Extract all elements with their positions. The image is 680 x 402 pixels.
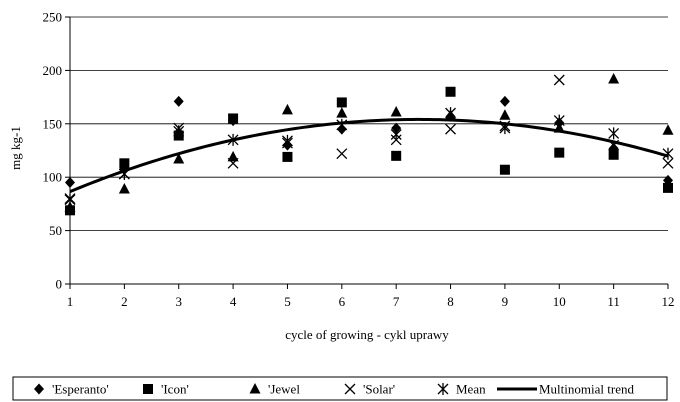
- data-point: [662, 147, 674, 160]
- data-points: [64, 72, 674, 216]
- data-point: [445, 86, 456, 97]
- data-point: [173, 95, 184, 107]
- data-point: [119, 158, 130, 169]
- legend-marker: [143, 384, 153, 394]
- legend-label: 'Jewel: [268, 382, 300, 397]
- x-tick-labels: 1 2 3 4 5 6 7 8 9 10 11 12: [67, 294, 675, 309]
- data-point: [336, 97, 347, 108]
- y-tick-label: 150: [43, 116, 63, 131]
- x-tick-label: 4: [230, 294, 237, 309]
- x-tick-label: 1: [67, 294, 74, 309]
- data-point: [227, 133, 239, 146]
- y-tick-label: 50: [49, 223, 62, 238]
- data-point: [282, 151, 293, 162]
- data-point: [390, 106, 402, 117]
- legend-label: Mean: [456, 382, 486, 397]
- x-tick-label: 9: [502, 294, 509, 309]
- x-tick-label: 12: [662, 294, 675, 309]
- legend-box: [12, 376, 668, 401]
- legend-marker: [437, 383, 449, 395]
- data-point: [390, 128, 402, 141]
- x-tick-label: 6: [339, 294, 346, 309]
- data-point: [553, 114, 565, 127]
- legend-label: 'Esperanto': [52, 382, 109, 397]
- data-point: [336, 118, 348, 131]
- data-point: [553, 122, 565, 133]
- data-point: [173, 125, 185, 138]
- data-point: [281, 134, 293, 147]
- data-point: [499, 109, 511, 120]
- series-1: [65, 86, 673, 216]
- legend-label: 'Solar': [363, 382, 395, 397]
- data-point: [65, 177, 75, 189]
- axes: [65, 16, 669, 289]
- data-point: [663, 182, 673, 193]
- legend: 'Esperanto' 'Icon' 'Jewel 'Solar' Mean Multin…: [12, 376, 668, 401]
- data-point: [391, 150, 402, 161]
- x-tick-label: 11: [607, 294, 620, 309]
- y-tick-label: 250: [43, 10, 63, 25]
- legend-marker: [34, 383, 44, 395]
- data-point: [64, 201, 76, 212]
- data-point: [227, 157, 239, 169]
- data-point: [553, 74, 565, 86]
- x-tick-label: 2: [121, 294, 128, 309]
- data-point: [608, 127, 620, 140]
- data-point: [118, 167, 130, 180]
- data-point: [445, 123, 457, 135]
- data-point: [228, 113, 239, 124]
- multinomial-trend-line: [69, 117, 669, 193]
- trend-line: [69, 117, 669, 193]
- y-tick-label: 100: [43, 170, 63, 185]
- y-tick-label: 200: [43, 63, 63, 78]
- data-point: [554, 147, 565, 158]
- gridlines: [70, 16, 668, 232]
- data-point: [281, 103, 293, 115]
- data-point: [608, 139, 620, 151]
- x-tick-label: 10: [553, 294, 566, 309]
- data-point: [391, 122, 402, 134]
- data-point: [336, 107, 348, 118]
- data-point: [173, 153, 185, 164]
- series-0: [65, 95, 673, 189]
- legend-marker: [249, 383, 261, 394]
- data-point: [662, 124, 674, 135]
- legend-marker: [344, 383, 356, 395]
- x-tick-label: 5: [284, 294, 291, 309]
- data-point: [499, 95, 510, 107]
- legend-label: Multinomial trend: [539, 382, 634, 397]
- data-point: [608, 72, 620, 84]
- data-point: [499, 164, 510, 175]
- y-tick-labels: 0 50 100 150 200 250: [43, 10, 63, 292]
- series-2: [64, 72, 674, 212]
- x-tick-label: 3: [175, 294, 182, 309]
- x-axis-title: cycle of growing - cykl uprawy: [285, 327, 449, 342]
- data-point: [118, 182, 130, 194]
- data-point: [445, 107, 457, 120]
- y-axis-title: mg kg-1: [8, 126, 23, 170]
- data-point: [336, 148, 348, 160]
- x-tick-label: 8: [447, 294, 454, 309]
- y-tick-label: 0: [56, 277, 63, 292]
- legend-label: 'Icon': [161, 382, 189, 397]
- data-point: [608, 149, 619, 160]
- series-3: [64, 74, 674, 205]
- data-point: [64, 193, 76, 206]
- data-point: [227, 150, 239, 162]
- x-tick-label: 7: [393, 294, 400, 309]
- data-point: [662, 157, 674, 169]
- series-4: [64, 107, 674, 206]
- data-point: [499, 122, 511, 135]
